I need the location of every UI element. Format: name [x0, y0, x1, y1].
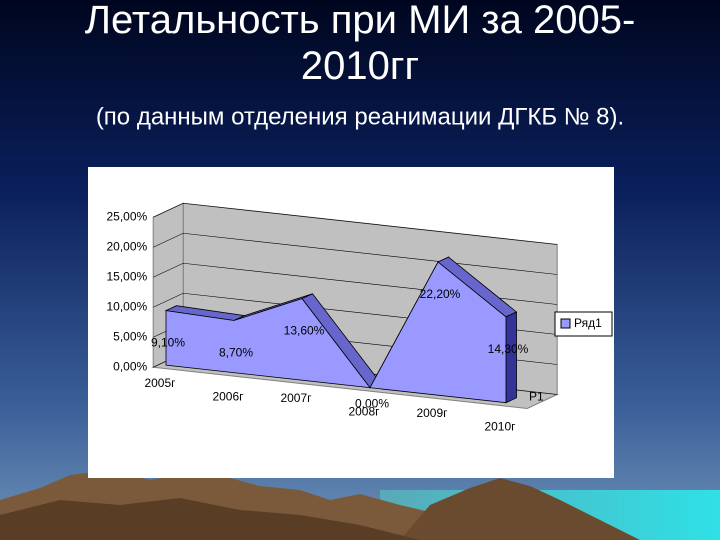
- slide-title: Летальность при МИ за 2005-2010гг: [85, 0, 636, 88]
- chart: 0,00% 5,00% 10,00% 15,00% 20,00% 25,00% 9,10% 8…: [106, 202, 613, 434]
- y-tick-label: 20,00%: [106, 239, 147, 253]
- x-tick-label: 2006г: [212, 390, 244, 404]
- series-axis-label: Р1: [529, 389, 544, 403]
- area: [165, 261, 507, 404]
- legend-box: [554, 311, 613, 337]
- area-side: [505, 311, 517, 404]
- data-label: 8,70%: [219, 345, 253, 359]
- data-label: 14,30%: [488, 342, 529, 356]
- y-tick-label: 25,00%: [106, 209, 147, 223]
- grid-line: [153, 202, 558, 245]
- foothills: [0, 498, 420, 540]
- grid-line: [153, 232, 558, 275]
- legend-swatch: [560, 318, 571, 329]
- x-tick-label: 2005г: [144, 376, 176, 390]
- data-label: 9,10%: [151, 336, 185, 350]
- y-tick-label: 10,00%: [106, 299, 147, 313]
- y-tick-label: 0,00%: [113, 359, 147, 373]
- slide-subtitle: (по данным отделения реанимации ДГКБ № 8…: [96, 103, 624, 130]
- x-tick-label: 2010г: [484, 420, 516, 434]
- data-label: 22,20%: [420, 287, 461, 301]
- x-tick-label: 2007г: [280, 391, 312, 405]
- x-tick-label: 2008г: [348, 405, 380, 419]
- mountains-right: [400, 478, 640, 540]
- data-label: 0,00%: [355, 397, 389, 411]
- legend-label: Ряд1: [574, 316, 602, 330]
- y-tick-label: 15,00%: [106, 269, 147, 283]
- x-tick-label: 2009г: [416, 406, 448, 420]
- y-tick-label: 5,00%: [113, 329, 147, 343]
- data-label: 13,60%: [284, 324, 325, 338]
